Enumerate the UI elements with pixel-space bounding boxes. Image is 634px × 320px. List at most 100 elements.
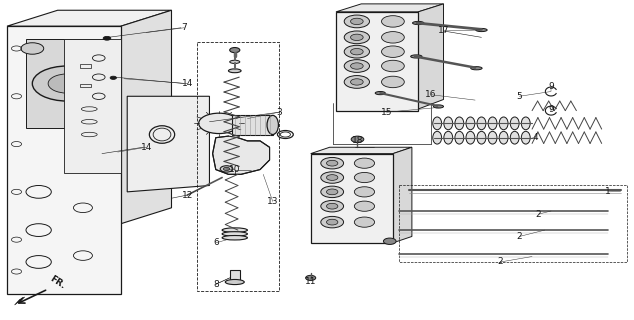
Bar bbox=[80, 64, 91, 68]
Text: 14: 14 bbox=[141, 143, 152, 152]
Ellipse shape bbox=[521, 117, 530, 130]
Bar bbox=[197, 42, 279, 291]
Ellipse shape bbox=[499, 117, 508, 130]
Circle shape bbox=[220, 166, 233, 172]
Ellipse shape bbox=[455, 131, 463, 144]
Ellipse shape bbox=[222, 236, 247, 240]
Circle shape bbox=[354, 172, 375, 183]
Ellipse shape bbox=[476, 28, 487, 32]
Circle shape bbox=[327, 203, 338, 209]
Text: 12: 12 bbox=[181, 190, 193, 200]
Circle shape bbox=[103, 36, 111, 40]
Circle shape bbox=[32, 66, 102, 101]
Circle shape bbox=[321, 216, 344, 228]
Polygon shape bbox=[393, 147, 412, 243]
Circle shape bbox=[321, 186, 344, 197]
Text: 18: 18 bbox=[353, 136, 364, 145]
Text: 10: 10 bbox=[229, 165, 240, 174]
Polygon shape bbox=[311, 147, 412, 154]
Ellipse shape bbox=[499, 131, 508, 144]
Circle shape bbox=[327, 160, 338, 166]
Ellipse shape bbox=[488, 117, 497, 130]
Bar bbox=[26, 39, 108, 128]
Ellipse shape bbox=[455, 117, 463, 130]
Ellipse shape bbox=[230, 60, 240, 63]
Polygon shape bbox=[231, 116, 273, 134]
Text: 4: 4 bbox=[533, 133, 538, 142]
Ellipse shape bbox=[477, 117, 486, 130]
Ellipse shape bbox=[375, 92, 385, 95]
Ellipse shape bbox=[477, 131, 486, 144]
Text: 2: 2 bbox=[517, 232, 522, 241]
Bar bbox=[80, 84, 91, 87]
Ellipse shape bbox=[488, 131, 497, 144]
Circle shape bbox=[382, 46, 404, 57]
Circle shape bbox=[223, 167, 230, 171]
Ellipse shape bbox=[267, 116, 278, 134]
Bar bbox=[311, 154, 393, 243]
Polygon shape bbox=[15, 297, 25, 305]
Circle shape bbox=[354, 187, 375, 197]
Circle shape bbox=[351, 34, 363, 41]
Circle shape bbox=[110, 76, 117, 79]
Circle shape bbox=[21, 43, 44, 54]
Ellipse shape bbox=[433, 117, 442, 130]
Text: 5: 5 bbox=[517, 92, 522, 101]
Ellipse shape bbox=[413, 21, 424, 25]
Text: 13: 13 bbox=[267, 197, 278, 206]
Bar bbox=[230, 270, 240, 282]
Ellipse shape bbox=[470, 67, 482, 70]
Circle shape bbox=[351, 79, 363, 85]
Circle shape bbox=[382, 16, 404, 27]
Circle shape bbox=[384, 238, 396, 244]
Circle shape bbox=[354, 217, 375, 227]
Text: 6: 6 bbox=[213, 238, 219, 247]
Circle shape bbox=[230, 48, 240, 52]
Text: 3: 3 bbox=[276, 108, 282, 117]
Circle shape bbox=[344, 76, 370, 88]
Ellipse shape bbox=[222, 228, 247, 232]
Polygon shape bbox=[127, 96, 209, 192]
Text: 16: 16 bbox=[425, 90, 437, 99]
Ellipse shape bbox=[521, 131, 530, 144]
Ellipse shape bbox=[510, 131, 519, 144]
Text: 17: 17 bbox=[437, 27, 450, 36]
Polygon shape bbox=[336, 4, 444, 12]
Bar bbox=[64, 39, 121, 173]
Text: 11: 11 bbox=[305, 276, 316, 285]
Text: FR.: FR. bbox=[48, 274, 67, 291]
Circle shape bbox=[382, 76, 404, 88]
Circle shape bbox=[344, 15, 370, 28]
Polygon shape bbox=[418, 4, 444, 109]
Ellipse shape bbox=[433, 131, 442, 144]
Circle shape bbox=[48, 74, 86, 93]
Ellipse shape bbox=[444, 131, 453, 144]
Text: 1: 1 bbox=[605, 188, 611, 196]
Circle shape bbox=[354, 158, 375, 168]
Circle shape bbox=[351, 136, 364, 142]
Circle shape bbox=[321, 172, 344, 183]
Polygon shape bbox=[7, 10, 172, 26]
Polygon shape bbox=[212, 136, 269, 174]
Polygon shape bbox=[121, 10, 172, 224]
Ellipse shape bbox=[466, 131, 475, 144]
Circle shape bbox=[344, 45, 370, 58]
Text: 7: 7 bbox=[181, 23, 187, 32]
Circle shape bbox=[351, 18, 363, 25]
Text: 9: 9 bbox=[548, 82, 554, 91]
Circle shape bbox=[327, 175, 338, 180]
Circle shape bbox=[351, 49, 363, 55]
Circle shape bbox=[351, 63, 363, 69]
Text: 8: 8 bbox=[213, 280, 219, 289]
Ellipse shape bbox=[228, 69, 241, 73]
Ellipse shape bbox=[444, 117, 453, 130]
Ellipse shape bbox=[222, 232, 247, 236]
Circle shape bbox=[344, 60, 370, 72]
Bar bbox=[7, 26, 121, 294]
Text: 15: 15 bbox=[381, 108, 392, 117]
Circle shape bbox=[306, 275, 316, 280]
Circle shape bbox=[198, 113, 239, 133]
Circle shape bbox=[321, 200, 344, 212]
Text: 14: 14 bbox=[181, 79, 193, 88]
Circle shape bbox=[327, 189, 338, 195]
